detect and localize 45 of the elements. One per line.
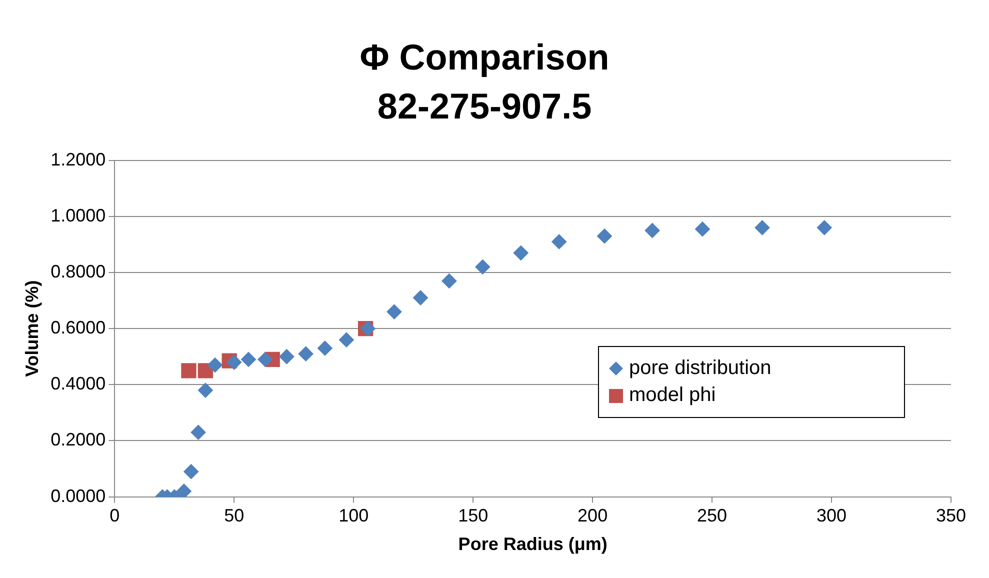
- point: [279, 349, 294, 364]
- chart-title: Φ Comparison: [360, 36, 610, 78]
- point: [552, 234, 567, 250]
- point: [338, 332, 354, 348]
- y-axis-title: Volume (%): [22, 280, 42, 377]
- point: [208, 358, 223, 373]
- y-tick-label: 0.0000: [50, 486, 106, 506]
- legend-label: pore distribution: [629, 357, 772, 380]
- point: [184, 464, 199, 480]
- y-tick-label: 0.8000: [50, 262, 106, 282]
- x-tick-label: 100: [338, 506, 369, 526]
- y-tick-label: 0.2000: [50, 430, 106, 450]
- legend-label: model phi: [629, 384, 716, 407]
- y-tick-label: 1.0000: [50, 205, 106, 226]
- point: [198, 382, 213, 398]
- point: [816, 220, 832, 236]
- point: [240, 352, 256, 367]
- x-tick-label: 350: [936, 506, 966, 526]
- y-tick-label: 0.6000: [50, 318, 106, 338]
- point: [644, 222, 660, 238]
- x-tick-label: 150: [458, 506, 488, 526]
- point: [694, 222, 710, 237]
- point: [597, 228, 612, 244]
- x-tick-label: 250: [697, 506, 728, 526]
- point: [317, 340, 332, 356]
- point: [413, 290, 428, 306]
- point: [513, 245, 528, 260]
- point: [754, 220, 770, 236]
- point: [475, 259, 490, 274]
- point: [298, 346, 314, 362]
- point: [226, 354, 242, 370]
- point: [181, 363, 196, 378]
- y-tick-label: 1.2000: [50, 149, 106, 170]
- point: [258, 352, 273, 367]
- point: [176, 484, 192, 497]
- point: [442, 273, 457, 288]
- y-tick-label: 0.4000: [50, 374, 106, 394]
- point: [190, 424, 206, 440]
- x-tick-label: 300: [816, 506, 847, 526]
- point: [386, 304, 402, 320]
- chart-subtitle: 82-275-907.5: [377, 86, 592, 127]
- x-tick-label: 200: [578, 506, 608, 526]
- x-axis-title: Pore Radius (μm): [458, 534, 608, 554]
- x-tick-label: 50: [224, 506, 244, 526]
- x-tick-label: 0: [110, 506, 120, 526]
